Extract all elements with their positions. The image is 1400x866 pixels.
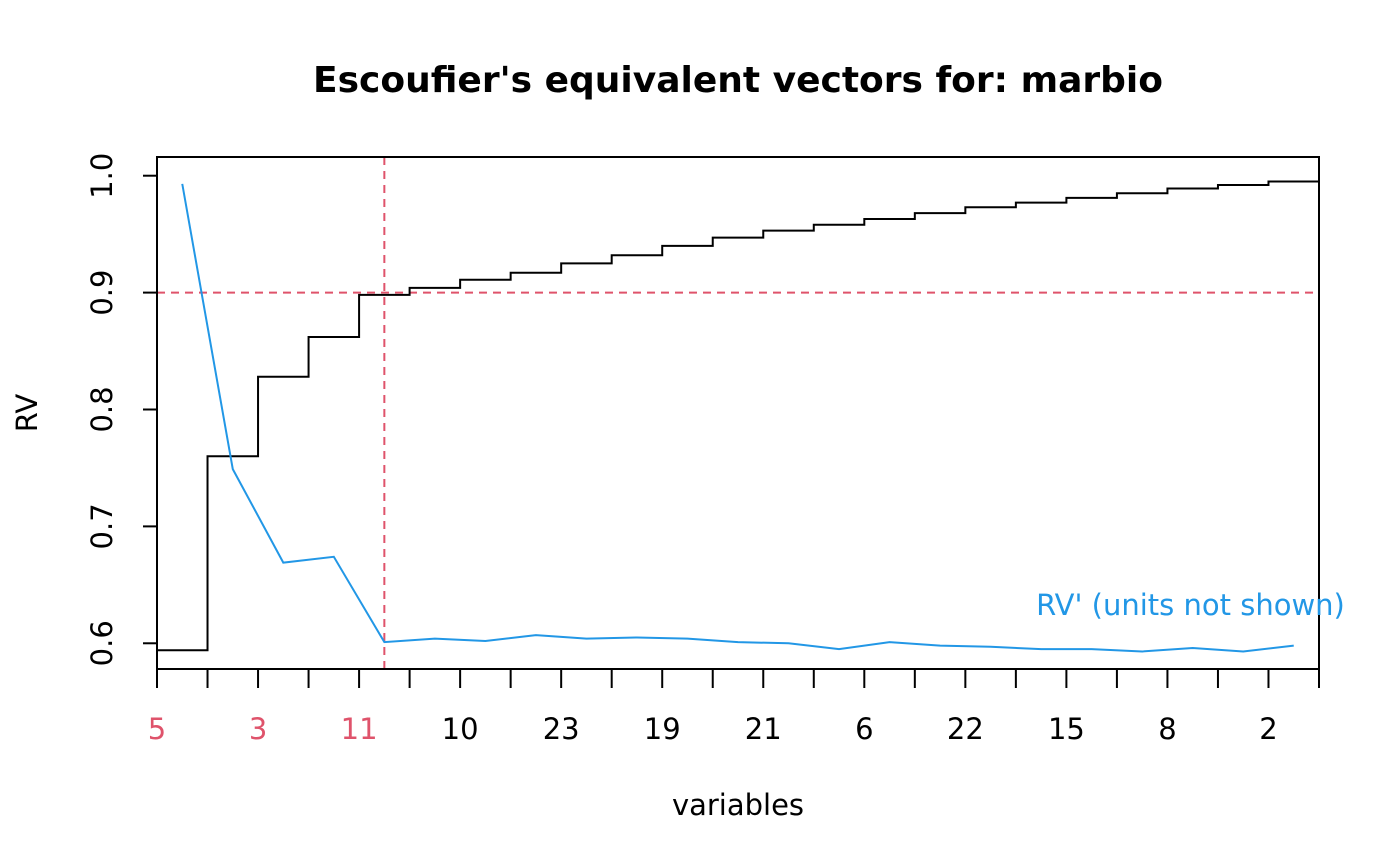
x-tick-label: 8: [1158, 712, 1176, 746]
plot-frame: [156, 156, 1320, 670]
reference-lines: [157, 157, 1319, 669]
data-series: [157, 180, 1319, 653]
x-axis-label: variables: [672, 788, 804, 822]
y-axis-label: RV: [10, 394, 44, 433]
x-tick-label: 23: [543, 712, 580, 746]
x-tick-label: 10: [442, 712, 479, 746]
x-tick-label: 6: [855, 712, 873, 746]
x-tick-label: 2: [1259, 712, 1277, 746]
chart-title: Escoufier's equivalent vectors for: marb…: [313, 60, 1163, 101]
axes: 0.6 0.7 0.8 0.9 1.0 5 3 11 10 23 19 21 6 22 15 8 2: [85, 153, 1320, 746]
series-rv-line: [157, 180, 1319, 652]
x-tick-label: 21: [745, 712, 782, 746]
x-tick-label: 22: [947, 712, 984, 746]
rv-prime-annotation: RV' (units not shown): [1036, 588, 1345, 622]
x-tick-label: 3: [249, 712, 267, 746]
series-rv-prime-line: [181, 183, 1294, 653]
x-tick-label: 11: [341, 712, 378, 746]
y-tick-label: 0.8: [85, 386, 119, 432]
y-tick-label: 1.0: [85, 153, 119, 199]
x-tick-label: 19: [644, 712, 681, 746]
y-tick-label: 0.7: [85, 503, 119, 549]
y-tick-label: 0.6: [85, 620, 119, 666]
x-tick-label: 5: [148, 712, 166, 746]
y-tick-label: 0.9: [85, 270, 119, 316]
x-tick-label: 15: [1048, 712, 1085, 746]
